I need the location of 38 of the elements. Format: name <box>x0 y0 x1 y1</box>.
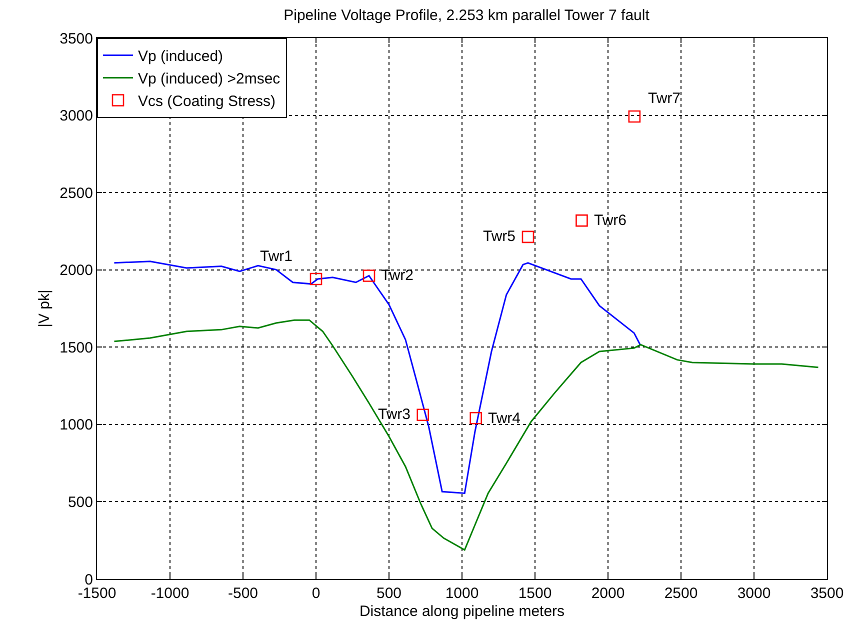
y-tick-label: 3500 <box>60 30 93 48</box>
point <box>470 412 482 424</box>
point <box>576 214 588 227</box>
line-series <box>113 319 819 551</box>
legend-label: Vp (induced) <box>138 48 224 66</box>
line-series <box>113 260 641 494</box>
chart-title: Pipeline Voltage Profile, 2.253 km parallel Tower 7 fault <box>284 7 650 24</box>
point <box>362 270 376 282</box>
point <box>628 110 641 123</box>
y-tick-label: 500 <box>68 494 93 511</box>
y-tick-label: 2000 <box>60 262 93 280</box>
x-tick-label: -1000 <box>150 585 190 602</box>
point <box>522 230 534 244</box>
point <box>416 408 430 421</box>
x-tick-label: 2000 <box>591 585 625 602</box>
annotation: Twr3 <box>378 406 411 423</box>
y-tick-label: 1000 <box>60 416 93 434</box>
y-tick-label: 2500 <box>60 184 93 202</box>
annotation: Twr7 <box>648 90 681 107</box>
x-tick-label: 3000 <box>737 585 771 602</box>
annotation: Twr4 <box>488 410 521 427</box>
x-tick-label: 1500 <box>518 585 552 602</box>
x-tick-label: 0 <box>312 585 320 602</box>
legend-label: Vcs (Coating Stress) <box>138 93 276 110</box>
x-axis-title: Distance along pipeline meters <box>359 603 565 620</box>
x-tick-label: 2500 <box>664 585 698 602</box>
x-tick-label: -500 <box>228 585 258 602</box>
annotation: Twr5 <box>483 228 516 245</box>
x-tick-label: 3500 <box>810 585 844 602</box>
y-tick-label: 3000 <box>60 108 93 125</box>
x-tick-label: 1000 <box>445 585 479 602</box>
y-axis-title: |V pk| <box>36 290 53 328</box>
annotation: Twr6 <box>594 212 627 229</box>
point <box>310 272 322 286</box>
y-tick-label: 1500 <box>60 339 93 356</box>
legend-label: Vp (induced) >2msec <box>138 70 281 88</box>
annotation: Twr1 <box>260 248 293 265</box>
x-tick-label: 500 <box>376 585 402 602</box>
